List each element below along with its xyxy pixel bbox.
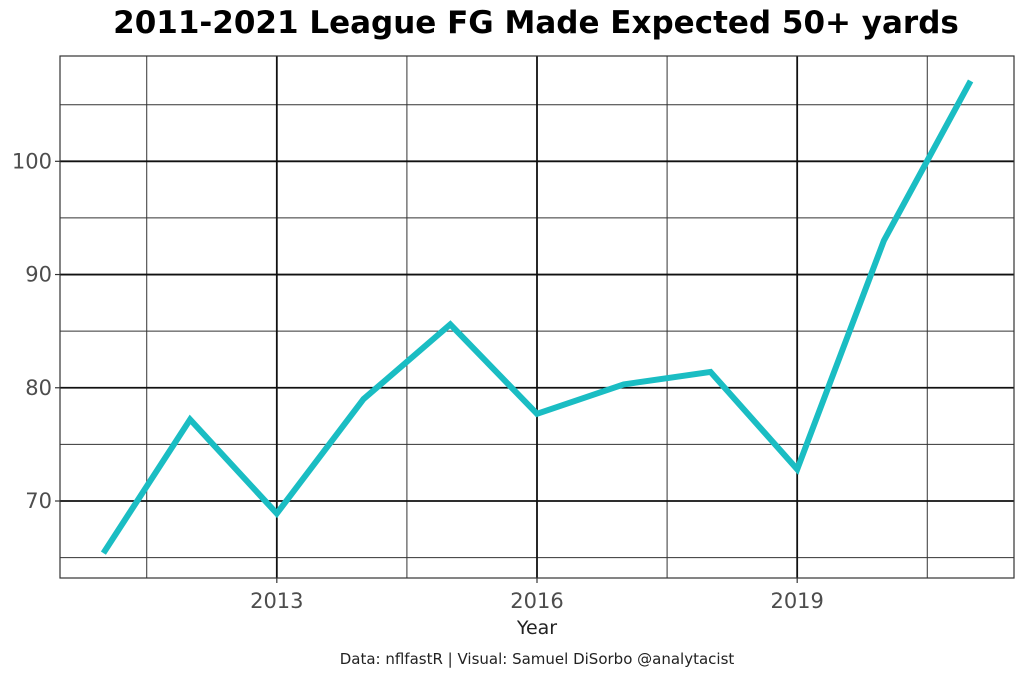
y-tick-label: 90: [25, 263, 52, 287]
chart-title: 2011-2021 League FG Made Expected 50+ ya…: [113, 5, 959, 41]
x-tick-label: 2019: [770, 589, 823, 613]
grid: [60, 56, 1014, 578]
x-tick-label: 2016: [510, 589, 563, 613]
x-axis: 2013 2016 2019: [250, 578, 824, 613]
y-tick-label: 80: [25, 376, 52, 400]
y-axis: 70 80 90 100: [12, 149, 60, 513]
series-group: [100, 79, 974, 555]
y-tick-label: 100: [12, 149, 52, 173]
x-axis-label: Year: [516, 617, 557, 639]
x-tick-label: 2013: [250, 589, 303, 613]
caption: Data: nflfastR | Visual: Samuel DiSorbo …: [340, 650, 735, 668]
y-tick-label: 70: [25, 489, 52, 513]
